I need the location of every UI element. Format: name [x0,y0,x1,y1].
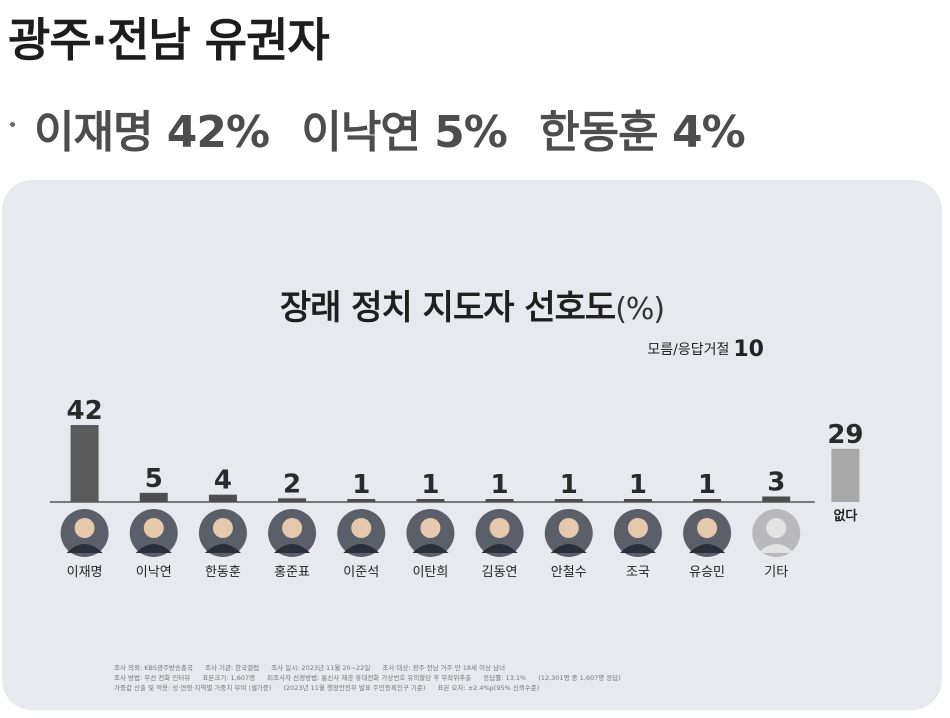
subline-item-2: 이낙연 5% [301,107,507,158]
bar-12 [831,448,860,502]
avatar-body [481,544,518,553]
chart-title-text: 장래 정치 지도자 선호도 [279,288,616,328]
category-label: 조국 [626,565,650,580]
bar-3 [208,494,237,502]
bar-9 [623,499,652,502]
subline-item-1: 이재명 42% [34,107,270,158]
value-label: 5 [145,464,163,494]
chart-card: 장래 정치 지도자 선호도(%) 모름/응답거절 10 42 이재명 5 이낙연 4 한동훈… [2,180,942,710]
subline: 이재명 42% 이낙연 5% 한동훈 4% [34,96,763,160]
headline: 광주·전남 유권자 [8,13,330,67]
value-label: 1 [421,470,439,500]
category-label: 기타 [764,565,788,580]
avatar-body [66,544,103,553]
avatar-face [212,518,233,538]
refusal-label: 모름/응답거절 [647,342,730,358]
category-label: 이재명 [67,565,103,580]
value-label: 1 [698,470,716,500]
value-label: 1 [629,470,647,500]
bar-chart: 42 이재명 5 이낙연 4 한동훈 2 홍준표 1 이준석 1 이탄희 1 김동연 1 안철수 1 조국 1 유승민… [50,396,864,580]
footnote-text: 조사 대상: 광주·전남 거주 만 18세 이상 남녀 [382,664,506,672]
bar-5 [347,499,376,502]
avatar-body [204,544,241,553]
category-label: 없다 [833,508,857,524]
value-label: 4 [214,466,232,496]
value-label: 3 [767,468,785,498]
value-label: 42 [66,396,102,426]
footnote-text: 표본 오차: ±2.4%p(95% 신뢰수준) [437,684,540,692]
value-label: 1 [560,470,578,500]
avatar-body [412,544,449,553]
bar-6 [416,499,445,502]
footnote-text: 조사 일시: 2023년 11월 20~22일 [271,664,371,672]
avatar-face [766,518,787,538]
footnote-line-2: 조사 방법: 무선 전화 인터뷰 표본크기: 1,607명 피조사자 선정방법:… [114,673,854,683]
value-label: 29 [827,420,863,450]
category-label: 유승민 [689,565,725,580]
footnote-text: 응답률: 13.1% [483,674,527,682]
category-label: 이준석 [343,565,379,580]
avatar-face [351,518,372,538]
footnote-text: 피조사자 선정방법: 통신사 제공 휴대전화 가상번호 유의할당 후 무작위추출 [267,674,472,682]
avatar-body [274,544,311,553]
category-label: 김동연 [482,565,518,580]
bar-7 [485,499,514,502]
bar-11 [762,496,791,502]
footnote-text: 표본크기: 1,607명 [202,674,256,682]
avatar-body [619,544,656,553]
footnote-line-3: 가중값 산출 및 적용: 성·연령·지역별 가중치 부여 (셀가중) (2023… [114,683,854,693]
value-label: 1 [491,470,509,500]
survey-footnote: 조사 의뢰: KBS광주방송총국 조사 기관: 한국갤럽 조사 일시: 2023… [114,663,854,693]
avatar-face [143,518,164,538]
avatar-face [282,518,303,538]
avatar-body [550,544,587,553]
footnote-line-1: 조사 의뢰: KBS광주방송총국 조사 기관: 한국갤럽 조사 일시: 2023… [114,663,854,673]
avatar-face [697,518,718,538]
bullet-dot [10,122,15,127]
footnote-text: 조사 방법: 무선 전화 인터뷰 [114,674,191,682]
avatar-body [135,544,172,553]
category-label: 안철수 [551,565,587,580]
avatar-body [758,544,795,553]
footnote-text: (12,301명 중 1,607명 응답) [538,674,621,682]
avatar-body [689,544,726,553]
chart-unit: (%) [615,292,665,327]
value-label: 2 [283,469,301,499]
avatar-face [627,518,648,538]
avatar-body [343,544,380,553]
category-label: 홍준표 [274,565,310,580]
bar-1 [70,425,99,502]
category-label: 이낙연 [136,565,172,580]
avatar-face [489,518,510,538]
avatar-face [558,518,579,538]
value-label: 1 [352,470,370,500]
category-label: 한동훈 [205,565,241,580]
refusal-value: 10 [733,337,764,362]
refusal-note: 모름/응답거절 10 [647,337,764,362]
bar-2 [139,492,168,502]
subline-item-3: 한동훈 4% [539,107,745,158]
bar-4 [278,498,307,502]
footnote-text: 가중값 산출 및 적용: 성·연령·지역별 가중치 부여 (셀가중) [114,684,272,692]
category-label: 이탄희 [412,565,448,580]
chart-title: 장래 정치 지도자 선호도(%) [2,280,942,329]
bar-10 [693,499,722,502]
avatar-face [420,518,441,538]
footnote-text: 조사 의뢰: KBS광주방송총국 [114,664,193,672]
avatar-face [74,518,95,538]
bar-8 [554,499,583,502]
footnote-text: (2023년 11월 행정안전부 발표 주민등록인구 기준) [283,684,426,692]
footnote-text: 조사 기관: 한국갤럽 [204,664,260,672]
